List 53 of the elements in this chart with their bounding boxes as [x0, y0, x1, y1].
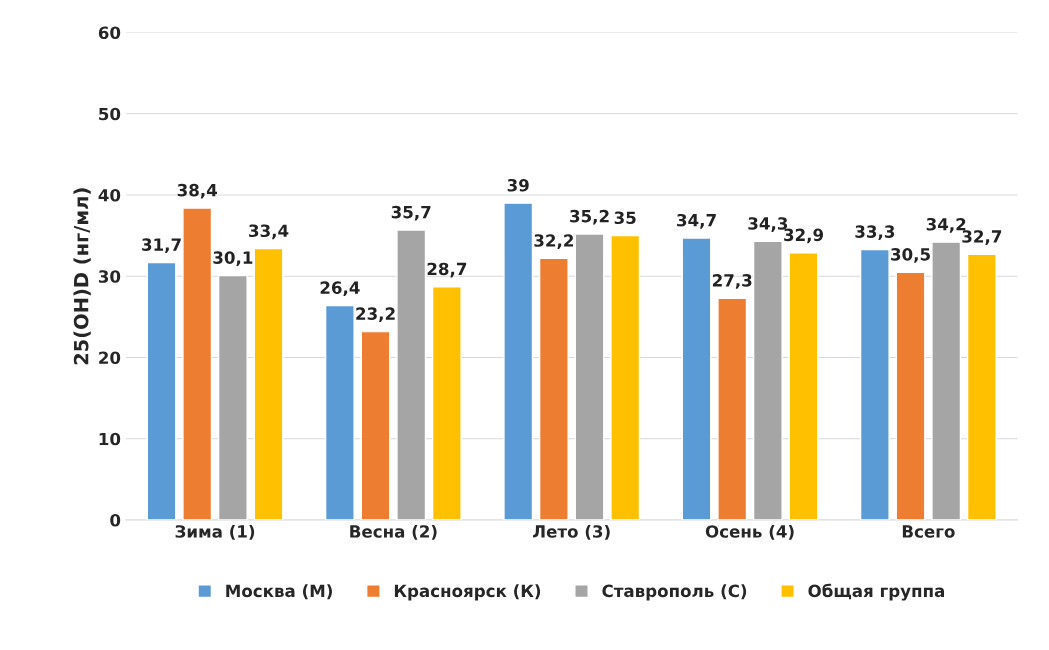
legend-label: Красноярск (К) — [394, 584, 541, 601]
data-label: 23,2 — [356, 307, 395, 323]
x-tick-label: Лето (3) — [533, 524, 610, 540]
y-tick-label: 10 — [99, 432, 121, 446]
data-label: 31,7 — [142, 238, 181, 254]
legend-label: Общая группа — [808, 583, 945, 601]
data-label: 39 — [507, 178, 529, 192]
data-label: 33,3 — [855, 225, 895, 241]
data-label: 35,2 — [570, 209, 609, 225]
data-label: 30,1 — [213, 251, 253, 267]
data-label: 33,4 — [249, 224, 289, 240]
bar — [931, 241, 962, 520]
bar — [182, 207, 213, 520]
x-tick-label: Весна (2) — [350, 524, 437, 540]
bar — [324, 304, 355, 520]
y-tick-label: 0 — [110, 513, 121, 527]
y-tick-label: 30 — [98, 270, 121, 283]
y-tick-label: 50 — [99, 107, 121, 121]
bar — [859, 248, 890, 520]
data-label: 27,3 — [712, 274, 752, 289]
data-label: 32,2 — [534, 234, 573, 249]
data-label: 28,7 — [427, 262, 467, 278]
bar — [360, 330, 391, 520]
bar — [146, 261, 177, 520]
bar — [681, 237, 712, 520]
bar — [253, 247, 284, 520]
data-label: 35 — [614, 211, 636, 225]
y-axis-title: 25(OH)D (нг/мл) — [73, 188, 91, 365]
bar — [396, 229, 427, 520]
y-tick-label: 20 — [99, 351, 121, 365]
legend-label: Ставрополь (С) — [602, 584, 747, 601]
y-tick-label: 60 — [98, 26, 121, 40]
bar — [717, 297, 748, 520]
legend-label: Москва (М) — [226, 584, 332, 600]
bar — [966, 253, 997, 520]
bar — [895, 271, 926, 520]
bar — [610, 234, 641, 520]
data-label: 30,5 — [891, 248, 930, 263]
bar — [574, 233, 605, 520]
data-label: 35,7 — [391, 205, 431, 221]
x-tick-label: Осень (4) — [705, 524, 794, 540]
bar — [752, 240, 783, 520]
bar — [217, 274, 248, 520]
data-label: 34,7 — [677, 213, 716, 229]
data-label: 26,4 — [320, 281, 360, 297]
x-tick-label: Всего — [902, 525, 955, 538]
bar — [538, 257, 569, 520]
x-tick-label: Зима (1) — [175, 524, 255, 540]
bar — [788, 251, 819, 520]
bar — [431, 286, 462, 520]
y-tick-label: 40 — [98, 188, 121, 202]
bar — [503, 202, 534, 520]
data-label: 38,4 — [177, 183, 218, 199]
